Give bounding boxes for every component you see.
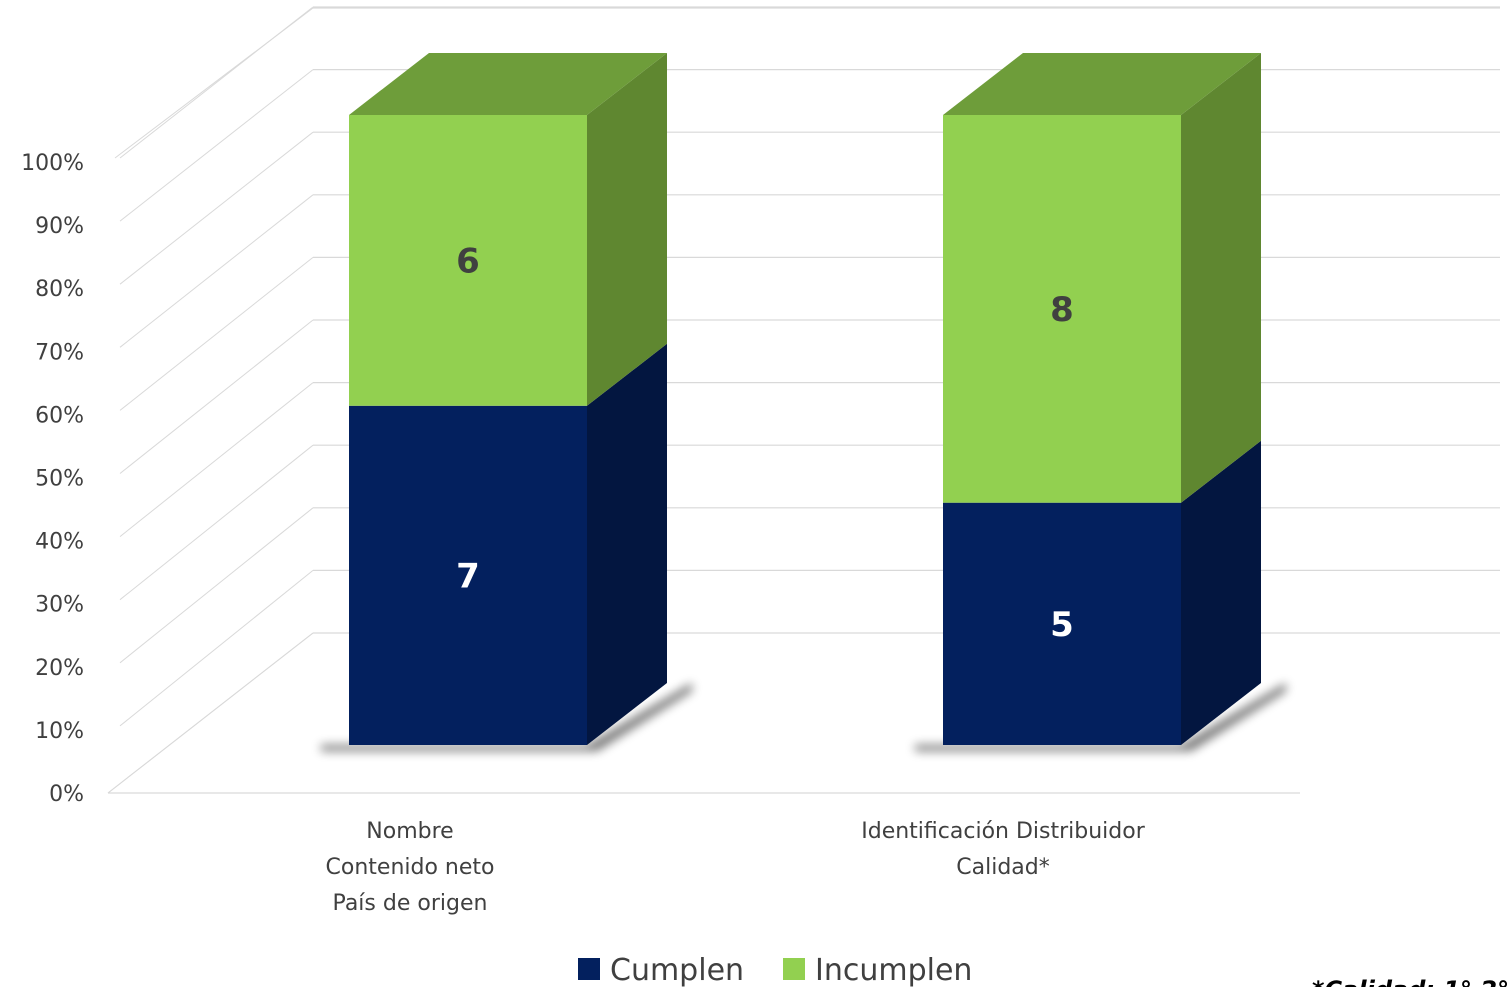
- data-label-cumplen: 5: [1050, 605, 1074, 645]
- gridline-side-top: [114, 7, 314, 159]
- y-tick-label: 20%: [35, 656, 84, 681]
- gridline-side: [119, 69, 314, 222]
- gridlines: [107, 6, 1500, 794]
- y-tick-label: 70%: [35, 340, 84, 365]
- footnote: *Calidad: 1° 2°: [1312, 976, 1507, 987]
- gridline-side: [119, 444, 314, 601]
- gridline-side: [119, 194, 314, 348]
- gridline-side: [119, 382, 314, 537]
- legend-swatch: [783, 958, 805, 980]
- x-axis-labels: Nombre Contenido neto País de origen Identi…: [326, 819, 1146, 916]
- bar-group: 58: [915, 53, 1286, 751]
- bar-top: [943, 53, 1261, 115]
- legend: Cumplen Incumplen: [578, 953, 972, 987]
- x-category-label: Identificación Distribuidor Calidad*: [861, 819, 1145, 880]
- gridline-side: [119, 319, 314, 474]
- bar-group: 76: [321, 53, 692, 751]
- x-category-label-line: País de origen: [333, 891, 488, 916]
- data-label-incumplen: 8: [1050, 290, 1074, 330]
- legend-label: Cumplen: [610, 953, 744, 987]
- gridline-side: [119, 507, 314, 664]
- bar-segment-cumplen: [943, 502, 1181, 745]
- bar-side-cumplen: [587, 343, 667, 745]
- y-tick-label: 60%: [35, 403, 84, 428]
- bar-segment-incumplen: [943, 115, 1181, 503]
- bar-segment-incumplen: [349, 115, 587, 406]
- floor-side: [107, 632, 314, 794]
- bar-top: [349, 53, 667, 115]
- y-tick-label: 0%: [49, 782, 84, 807]
- x-category-label: Nombre Contenido neto País de origen: [326, 819, 495, 916]
- y-tick-label: 90%: [35, 214, 84, 239]
- bar-side-incumplen: [587, 53, 667, 406]
- bar-side-incumplen: [1181, 53, 1261, 503]
- bar-side-cumplen: [1181, 440, 1261, 745]
- data-label-cumplen: 7: [456, 556, 480, 596]
- y-tick-label: 50%: [35, 467, 84, 492]
- y-tick-label: 10%: [35, 719, 84, 744]
- legend-swatch: [578, 958, 600, 980]
- gridline-side: [119, 131, 314, 285]
- gridline-side: [119, 257, 314, 411]
- data-label-incumplen: 6: [456, 241, 480, 281]
- y-tick-label: 100%: [21, 151, 84, 176]
- gridline-side: [119, 570, 314, 727]
- bar-segment-cumplen: [349, 405, 587, 745]
- y-tick-label: 30%: [35, 593, 84, 618]
- y-tick-label: 80%: [35, 277, 84, 302]
- x-category-label-line: Calidad*: [956, 855, 1049, 880]
- x-category-label-line: Identificación Distribuidor: [861, 819, 1145, 844]
- x-category-label-line: Nombre: [366, 819, 453, 844]
- x-category-label-line: Contenido neto: [326, 855, 495, 880]
- legend-label: Incumplen: [815, 953, 972, 987]
- y-tick-label: 40%: [35, 530, 84, 555]
- y-axis-ticks: 0% 10% 20% 30% 40% 50% 60% 70% 80% 90% 100%: [21, 151, 84, 807]
